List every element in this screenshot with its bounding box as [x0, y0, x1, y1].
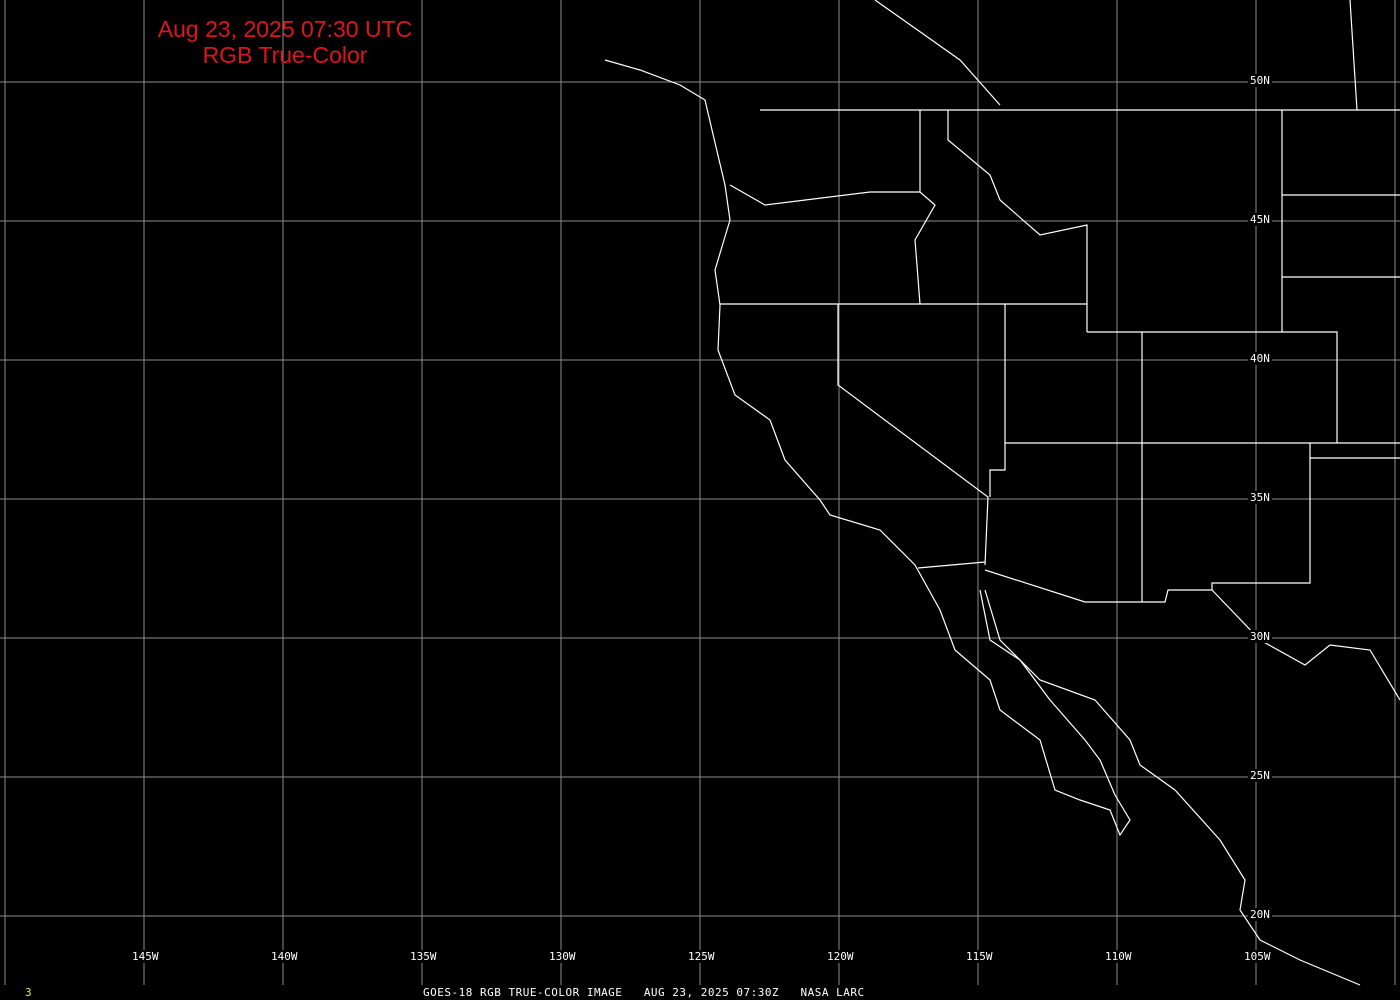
mexico-north-coast [1211, 589, 1400, 701]
title-datetime: Aug 23, 2025 07:30 UTC [157, 16, 413, 42]
footer-source: NASA LARC [800, 986, 865, 999]
id-mt-border [947, 110, 1088, 332]
title-product: RGB True-Color [202, 42, 368, 68]
longitude-label: 140W [271, 950, 298, 963]
longitude-label: 125W [688, 950, 715, 963]
longitude-label: 105W [1244, 950, 1271, 963]
footer-product: GOES-18 RGB TRUE-COLOR IMAGE [423, 986, 623, 999]
nv-ut-border [989, 304, 1006, 497]
latitude-label: 45N [1248, 213, 1272, 226]
ca-mexico-border [917, 561, 986, 569]
footer-timestamp: AUG 23, 2025 07:30Z [643, 986, 780, 999]
canada-province-border-2 [1349, 0, 1358, 111]
az-mexico-border [984, 443, 1311, 603]
mexico-mainland-coastline [984, 589, 1361, 986]
latitude-label: 35N [1248, 491, 1272, 504]
frame-number: 3 [25, 986, 32, 999]
borders [604, 0, 1400, 986]
longitude-label: 135W [410, 950, 437, 963]
longitude-label: 115W [966, 950, 993, 963]
longitude-label: 110W [1105, 950, 1132, 963]
latitude-label: 25N [1248, 769, 1272, 782]
ca-nv-border [837, 304, 989, 566]
footer-caption: GOES-18 RGB TRUE-COLOR IMAGE AUG 23, 202… [423, 986, 865, 999]
latitude-label: 50N [1248, 74, 1272, 87]
ut-co-border [1087, 331, 1338, 443]
latitude-label: 30N [1248, 630, 1272, 643]
wa-or-border [729, 184, 936, 305]
west-coastline [604, 59, 1131, 837]
latitude-label: 20N [1248, 908, 1272, 921]
latitude-label: 40N [1248, 352, 1272, 365]
canada-province-border-1 [874, 0, 1001, 106]
longitude-label: 130W [549, 950, 576, 963]
longitude-label: 120W [827, 950, 854, 963]
longitude-label: 145W [132, 950, 159, 963]
